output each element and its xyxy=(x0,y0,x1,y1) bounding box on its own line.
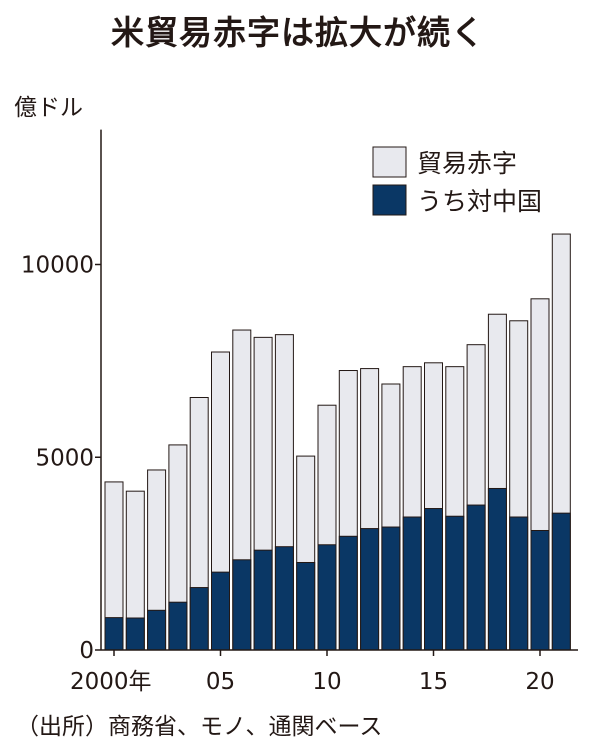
y-tick-label: 5000 xyxy=(35,445,94,471)
bar-china-2011 xyxy=(338,535,358,651)
bar-china-2012 xyxy=(360,528,380,651)
bar-china-2013 xyxy=(381,526,401,651)
legend-swatch-china xyxy=(372,184,407,216)
bars-group xyxy=(104,233,571,651)
bar-china-2014 xyxy=(402,516,422,651)
x-tick-label: 2000年 xyxy=(70,669,152,695)
bar-china-2003 xyxy=(168,601,188,651)
bar-china-2016 xyxy=(445,515,465,651)
bar-china-2006 xyxy=(232,559,252,651)
bar-china-2000 xyxy=(104,617,124,651)
legend-label-china: うち対中国 xyxy=(417,187,542,216)
bar-china-2015 xyxy=(424,508,443,651)
bar-china-2005 xyxy=(211,571,230,651)
chart-title: 米貿易赤字は拡大が続く xyxy=(111,13,485,52)
x-tick-label: 20 xyxy=(525,669,554,695)
y-axis-unit: 億ドル xyxy=(14,95,83,121)
source-note: （出所）商務省、モノ、通関ベース xyxy=(16,714,383,740)
legend-label-trade-deficit: 貿易赤字 xyxy=(417,149,517,178)
legend-swatch-trade-deficit xyxy=(372,146,407,178)
y-tick-label: 10000 xyxy=(21,253,94,279)
x-tick-label: 10 xyxy=(312,669,341,695)
bar-china-2019 xyxy=(509,516,529,651)
bar-china-2018 xyxy=(487,487,507,651)
x-tick-label: 05 xyxy=(206,669,235,695)
bar-china-2010 xyxy=(317,544,337,651)
bar-china-2009 xyxy=(296,561,316,651)
axes-group: 0 5000 10000 2000年 05 10 15 20 xyxy=(21,129,578,695)
bar-china-2020 xyxy=(530,529,550,651)
bar-china-2021 xyxy=(551,512,571,651)
bar-china-2004 xyxy=(189,587,209,651)
bar-china-2008 xyxy=(274,546,294,651)
y-tick-label: 0 xyxy=(79,638,94,664)
bar-china-2017 xyxy=(466,504,486,651)
bar-china-2007 xyxy=(253,549,273,651)
bar-china-2001 xyxy=(125,617,145,651)
bar-china-2002 xyxy=(147,609,167,651)
x-tick-label: 15 xyxy=(419,669,448,695)
